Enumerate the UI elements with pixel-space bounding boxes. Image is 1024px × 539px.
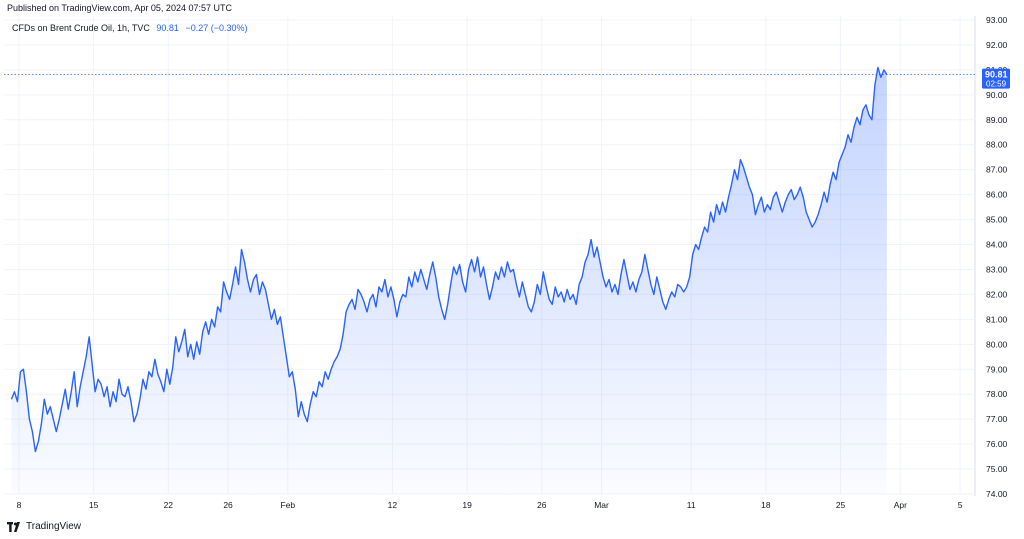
- y-tick-label: 78.00: [986, 389, 1008, 399]
- y-tick-label: 82.00: [986, 289, 1008, 299]
- x-tick-label: 12: [388, 500, 398, 510]
- legend-change: −0.27 (−0.30%): [185, 23, 248, 33]
- y-tick-label: 89.00: [986, 115, 1008, 125]
- y-tick-label: 90.00: [986, 90, 1008, 100]
- last-price-badge-box: [982, 68, 1010, 89]
- x-tick-label: 26: [223, 500, 233, 510]
- y-tick-label: 83.00: [986, 264, 1008, 274]
- y-tick-label: 87.00: [986, 165, 1008, 175]
- y-tick-label: 93.00: [986, 16, 1008, 25]
- y-tick-label: 88.00: [986, 140, 1008, 150]
- last-price-badge-price: 90.81: [985, 70, 1008, 80]
- x-tick-label: Feb: [281, 500, 296, 510]
- tradingview-logo-icon: [7, 521, 20, 532]
- y-tick-label: 79.00: [986, 364, 1008, 374]
- price-line[interactable]: [10, 66, 888, 453]
- y-tick-label: 75.00: [986, 464, 1008, 474]
- legend-symbol[interactable]: CFDs on Brent Crude Oil, 1h, TVC: [12, 23, 150, 33]
- x-tick-label: 19: [462, 500, 472, 510]
- y-tick-label: 77.00: [986, 414, 1008, 424]
- x-tick-label: 8: [17, 500, 22, 510]
- y-tick-label: 76.00: [986, 439, 1008, 449]
- price-chart[interactable]: 74.00 75.00 76.00 77.00 78.00 79.00 80.00 81.00…: [0, 16, 1024, 519]
- x-tick-label: 25: [836, 500, 846, 510]
- x-tick-label: 5: [958, 500, 963, 510]
- footer-branding[interactable]: TradingView: [7, 521, 81, 532]
- x-tick-label: Mar: [594, 500, 609, 510]
- y-tick-label: 81.00: [986, 314, 1008, 324]
- x-tick-label: 18: [761, 500, 771, 510]
- x-tick-label: 11: [687, 500, 696, 510]
- last-price-badge-countdown: 02:59: [986, 80, 1007, 89]
- y-tick-label: 80.00: [986, 339, 1008, 349]
- y-tick-label: 92.00: [986, 40, 1008, 50]
- time-axis[interactable]: 8 15 22 26 Feb 12 19 26 Mar 11 18 25 Apr 5: [17, 500, 963, 510]
- x-tick-label: Apr: [894, 500, 907, 510]
- y-tick-label: 74.00: [986, 489, 1008, 499]
- y-tick-label: 85.00: [986, 215, 1008, 225]
- footer-brand-name: TradingView: [26, 521, 82, 532]
- legend-last-price: 90.81: [156, 23, 179, 33]
- x-tick-label: 22: [164, 500, 174, 510]
- last-price-badge: 90.81 02:59: [982, 68, 1010, 89]
- published-caption: Published on TradingView.com, Apr 05, 20…: [7, 3, 232, 13]
- x-tick-label: 15: [89, 500, 99, 510]
- x-tick-label: 26: [537, 500, 547, 510]
- y-tick-label: 86.00: [986, 190, 1008, 200]
- y-tick-label: 84.00: [986, 240, 1008, 250]
- price-area-fill: [11, 67, 887, 495]
- price-axis[interactable]: 74.00 75.00 76.00 77.00 78.00 79.00 80.00 81.00…: [986, 16, 1008, 499]
- chart-legend: CFDs on Brent Crude Oil, 1h, TVC 90.81 −…: [12, 23, 248, 33]
